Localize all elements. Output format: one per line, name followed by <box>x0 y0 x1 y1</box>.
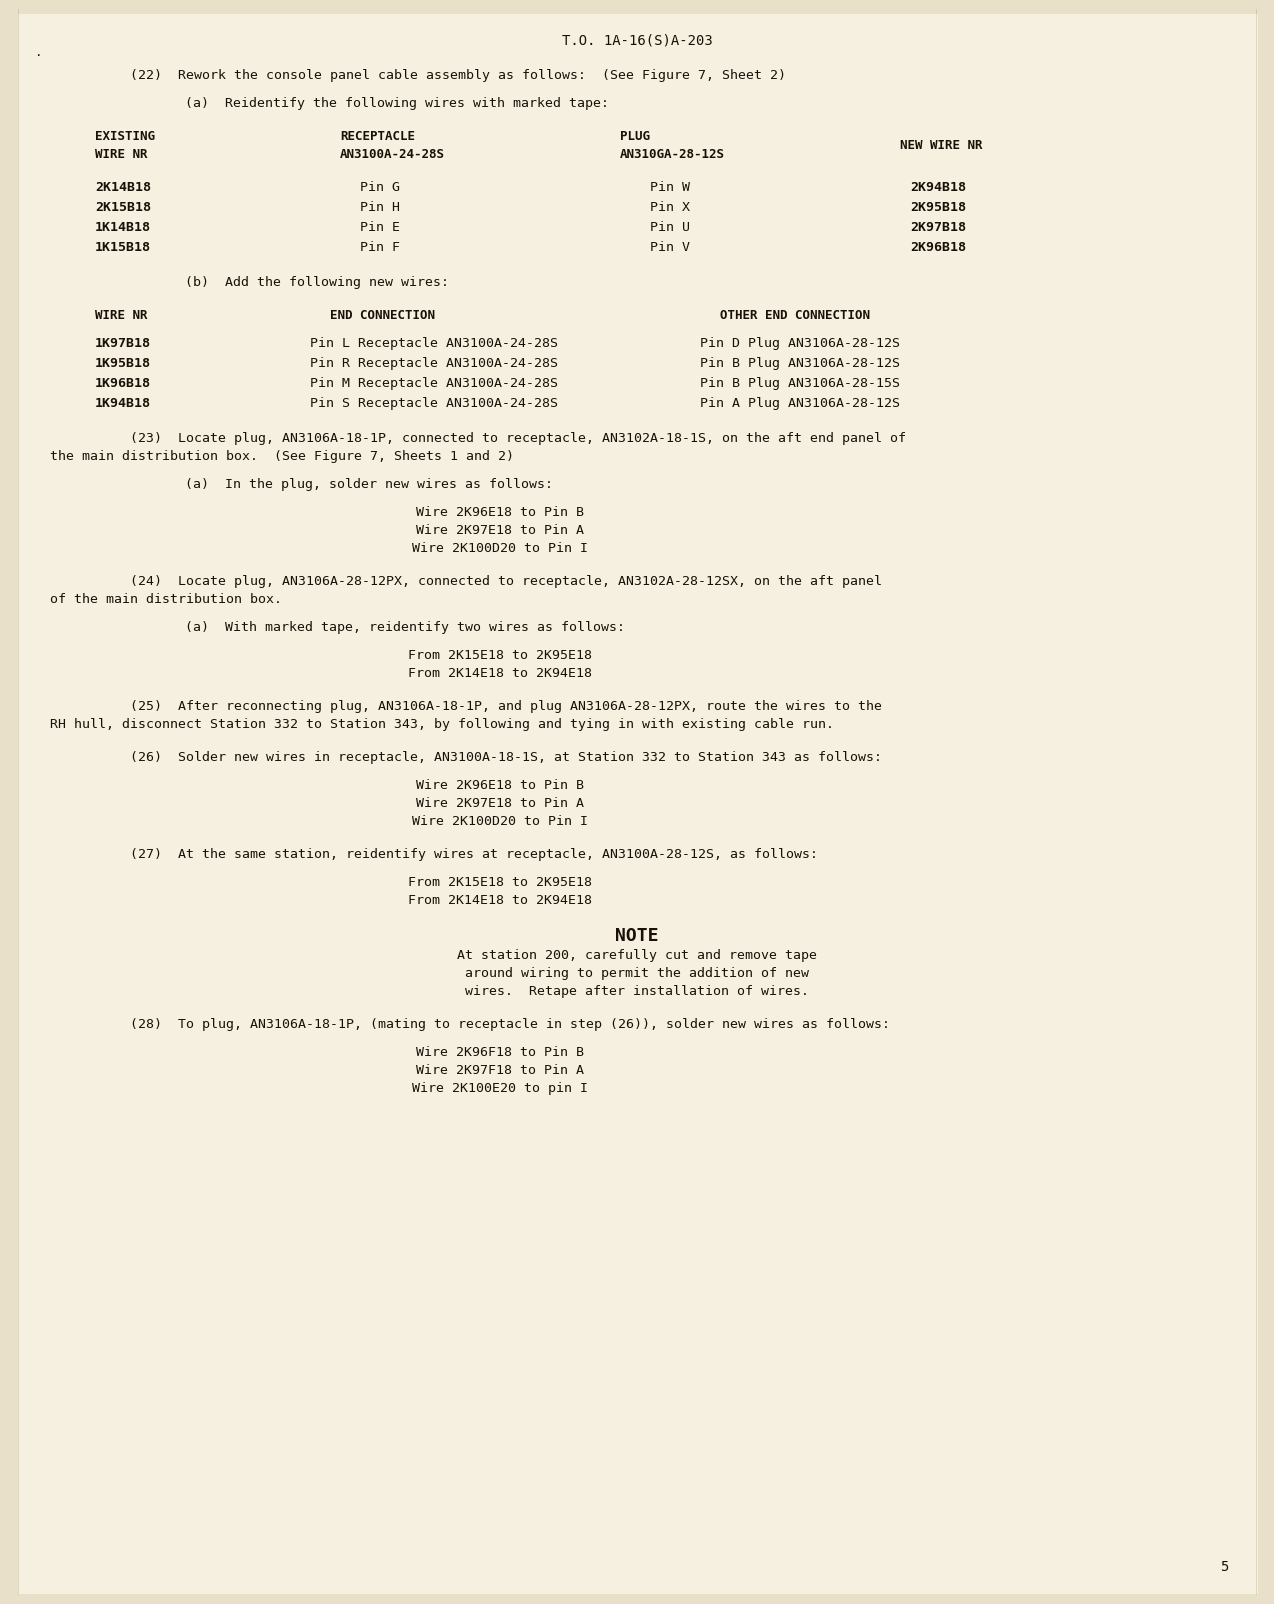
Text: (a)  In the plug, solder new wires as follows:: (a) In the plug, solder new wires as fol… <box>185 478 553 491</box>
Text: Pin U: Pin U <box>650 221 691 234</box>
Text: 5: 5 <box>1220 1561 1228 1574</box>
Text: (28)  To plug, AN3106A-18-1P, (mating to receptacle in step (26)), solder new wi: (28) To plug, AN3106A-18-1P, (mating to … <box>130 1019 891 1031</box>
Text: At station 200, carefully cut and remove tape: At station 200, carefully cut and remove… <box>457 950 817 962</box>
Text: 1K14B18: 1K14B18 <box>96 221 152 234</box>
Text: From 2K14E18 to 2K94E18: From 2K14E18 to 2K94E18 <box>408 893 592 906</box>
Text: Pin E: Pin E <box>361 221 400 234</box>
Text: Wire 2K100D20 to Pin I: Wire 2K100D20 to Pin I <box>412 815 589 828</box>
Text: Wire 2K96F18 to Pin B: Wire 2K96F18 to Pin B <box>417 1046 583 1059</box>
Text: PLUG: PLUG <box>620 130 650 143</box>
Text: END CONNECTION: END CONNECTION <box>330 310 434 322</box>
Text: Pin D Plug AN3106A-28-12S: Pin D Plug AN3106A-28-12S <box>699 337 899 350</box>
Text: From 2K15E18 to 2K95E18: From 2K15E18 to 2K95E18 <box>408 876 592 889</box>
Text: Pin W: Pin W <box>650 181 691 194</box>
Text: Wire 2K96E18 to Pin B: Wire 2K96E18 to Pin B <box>417 505 583 520</box>
Text: (a)  With marked tape, reidentify two wires as follows:: (a) With marked tape, reidentify two wir… <box>185 621 626 634</box>
Text: From 2K14E18 to 2K94E18: From 2K14E18 to 2K94E18 <box>408 667 592 680</box>
Text: (25)  After reconnecting plug, AN3106A-18-1P, and plug AN3106A-28-12PX, route th: (25) After reconnecting plug, AN3106A-18… <box>130 699 882 714</box>
Text: NEW WIRE NR: NEW WIRE NR <box>899 140 982 152</box>
Text: of the main distribution box.: of the main distribution box. <box>50 593 282 606</box>
Text: 2K15B18: 2K15B18 <box>96 200 152 213</box>
Text: WIRE NR: WIRE NR <box>96 148 148 160</box>
Text: Pin L Receptacle AN3100A-24-28S: Pin L Receptacle AN3100A-24-28S <box>310 337 558 350</box>
Text: Pin H: Pin H <box>361 200 400 213</box>
Text: (a)  Reidentify the following wires with marked tape:: (a) Reidentify the following wires with … <box>185 96 609 111</box>
Text: Wire 2K100D20 to Pin I: Wire 2K100D20 to Pin I <box>412 542 589 555</box>
Text: OTHER END CONNECTION: OTHER END CONNECTION <box>720 310 870 322</box>
Text: Wire 2K97E18 to Pin A: Wire 2K97E18 to Pin A <box>417 525 583 537</box>
Text: (22)  Rework the console panel cable assembly as follows:  (See Figure 7, Sheet : (22) Rework the console panel cable asse… <box>130 69 786 82</box>
Text: 2K94B18: 2K94B18 <box>910 181 966 194</box>
Text: 1K15B18: 1K15B18 <box>96 241 152 253</box>
Text: From 2K15E18 to 2K95E18: From 2K15E18 to 2K95E18 <box>408 650 592 662</box>
Text: 2K97B18: 2K97B18 <box>910 221 966 234</box>
Text: 2K96B18: 2K96B18 <box>910 241 966 253</box>
Text: (24)  Locate plug, AN3106A-28-12PX, connected to receptacle, AN3102A-28-12SX, on: (24) Locate plug, AN3106A-28-12PX, conne… <box>130 574 882 589</box>
Text: (23)  Locate plug, AN3106A-18-1P, connected to receptacle, AN3102A-18-1S, on the: (23) Locate plug, AN3106A-18-1P, connect… <box>130 431 906 444</box>
Text: Pin X: Pin X <box>650 200 691 213</box>
Text: Wire 2K97F18 to Pin A: Wire 2K97F18 to Pin A <box>417 1063 583 1076</box>
Text: AN310GA-28-12S: AN310GA-28-12S <box>620 148 725 160</box>
Text: 1K97B18: 1K97B18 <box>96 337 152 350</box>
Text: 1K96B18: 1K96B18 <box>96 377 152 390</box>
Text: Pin F: Pin F <box>361 241 400 253</box>
Text: AN3100A-24-28S: AN3100A-24-28S <box>340 148 445 160</box>
Text: 1K95B18: 1K95B18 <box>96 358 152 371</box>
Text: RH hull, disconnect Station 332 to Station 343, by following and tying in with e: RH hull, disconnect Station 332 to Stati… <box>50 719 834 731</box>
Text: Pin G: Pin G <box>361 181 400 194</box>
Text: (26)  Solder new wires in receptacle, AN3100A-18-1S, at Station 332 to Station 3: (26) Solder new wires in receptacle, AN3… <box>130 751 882 764</box>
Text: ·: · <box>34 50 42 63</box>
Text: (27)  At the same station, reidentify wires at receptacle, AN3100A-28-12S, as fo: (27) At the same station, reidentify wir… <box>130 849 818 861</box>
Text: Wire 2K100E20 to pin I: Wire 2K100E20 to pin I <box>412 1083 589 1096</box>
Text: 2K14B18: 2K14B18 <box>96 181 152 194</box>
Text: Pin R Receptacle AN3100A-24-28S: Pin R Receptacle AN3100A-24-28S <box>310 358 558 371</box>
Text: NOTE: NOTE <box>615 927 659 945</box>
Text: (b)  Add the following new wires:: (b) Add the following new wires: <box>185 276 448 289</box>
Text: T.O. 1A-16(S)A-203: T.O. 1A-16(S)A-203 <box>562 34 712 48</box>
Text: WIRE NR: WIRE NR <box>96 310 148 322</box>
Text: Pin M Receptacle AN3100A-24-28S: Pin M Receptacle AN3100A-24-28S <box>310 377 558 390</box>
Text: the main distribution box.  (See Figure 7, Sheets 1 and 2): the main distribution box. (See Figure 7… <box>50 451 513 464</box>
Text: around wiring to permit the addition of new: around wiring to permit the addition of … <box>465 967 809 980</box>
Text: Wire 2K97E18 to Pin A: Wire 2K97E18 to Pin A <box>417 797 583 810</box>
Text: 1K94B18: 1K94B18 <box>96 398 152 411</box>
Text: Pin V: Pin V <box>650 241 691 253</box>
Text: RECEPTACLE: RECEPTACLE <box>340 130 415 143</box>
Text: Pin B Plug AN3106A-28-15S: Pin B Plug AN3106A-28-15S <box>699 377 899 390</box>
Text: Pin S Receptacle AN3100A-24-28S: Pin S Receptacle AN3100A-24-28S <box>310 398 558 411</box>
Text: 2K95B18: 2K95B18 <box>910 200 966 213</box>
Text: Pin A Plug AN3106A-28-12S: Pin A Plug AN3106A-28-12S <box>699 398 899 411</box>
Text: Pin B Plug AN3106A-28-12S: Pin B Plug AN3106A-28-12S <box>699 358 899 371</box>
Text: Wire 2K96E18 to Pin B: Wire 2K96E18 to Pin B <box>417 780 583 792</box>
Text: wires.  Retape after installation of wires.: wires. Retape after installation of wire… <box>465 985 809 998</box>
Text: EXISTING: EXISTING <box>96 130 155 143</box>
